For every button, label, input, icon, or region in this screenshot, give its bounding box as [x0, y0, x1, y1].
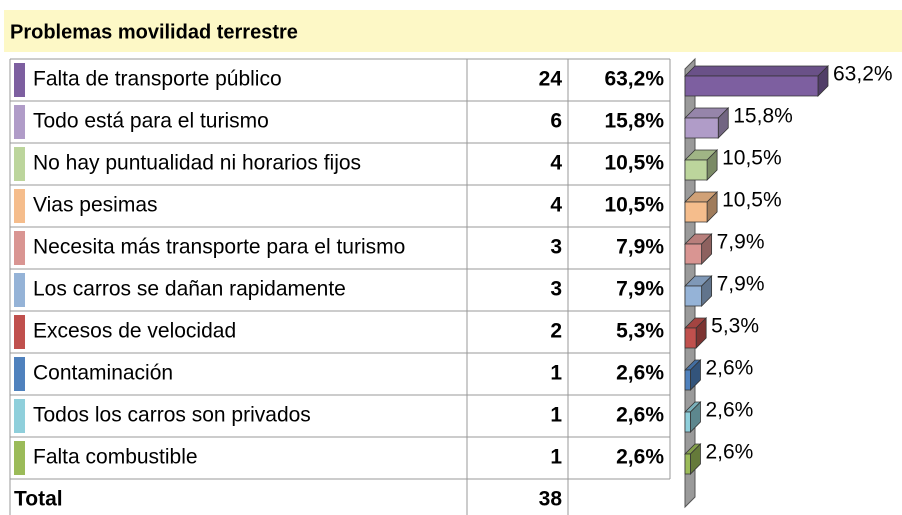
bar-face [684, 117, 719, 139]
count: 6 [550, 110, 562, 133]
percent: 10,5% [604, 152, 664, 175]
swatch [14, 105, 25, 139]
bar [684, 401, 702, 433]
bar-face [684, 327, 697, 349]
bar-face [684, 411, 691, 433]
bar-value-label: 2,6% [705, 399, 753, 422]
category-label: Excesos de velocidad [33, 320, 236, 343]
chart-title: Problemas movilidad terrestre [10, 21, 298, 43]
category-label: Los carros se dañan rapidamente [33, 278, 346, 301]
swatch [14, 63, 25, 97]
bar [684, 359, 702, 391]
bar-value-label: 10,5% [722, 147, 782, 170]
bar-face [684, 75, 819, 97]
swatch [14, 189, 25, 223]
bar-value-label: 15,8% [733, 105, 793, 128]
count: 24 [539, 68, 563, 91]
percent: 15,8% [604, 110, 664, 133]
category-label: Falta de transporte público [33, 68, 282, 91]
bar-face [684, 243, 703, 265]
swatch [14, 147, 25, 181]
swatch [14, 357, 25, 391]
percent: 2,6% [616, 404, 664, 427]
bar-value-label: 5,3% [711, 315, 759, 338]
percent: 2,6% [616, 446, 664, 469]
count: 3 [550, 236, 562, 259]
bar [684, 149, 719, 181]
count: 1 [550, 446, 562, 469]
total: 38 [539, 488, 563, 511]
swatch [14, 273, 25, 307]
category-label: No hay puntualidad ni horarios fijos [33, 152, 361, 175]
category-label: Falta combustible [33, 446, 198, 469]
percent: 5,3% [616, 320, 664, 343]
category-label: Contaminación [33, 362, 173, 385]
bar-value-label: 2,6% [705, 357, 753, 380]
bar [684, 191, 719, 223]
swatch [14, 231, 25, 265]
bar-value-label: 63,2% [833, 63, 893, 86]
bar-face [684, 285, 703, 307]
percent: 63,2% [604, 68, 664, 91]
bar-face [684, 453, 691, 475]
bar [684, 107, 730, 139]
bar [684, 317, 708, 349]
count: 1 [550, 362, 562, 385]
bar-face [684, 201, 708, 223]
title-band [4, 10, 902, 52]
bar [684, 443, 702, 475]
bar-value-label: 7,9% [717, 231, 765, 254]
total-label: Total [14, 488, 63, 511]
category-label: Todos los carros son privados [33, 404, 311, 427]
swatch [14, 315, 25, 349]
bar-face [684, 159, 708, 181]
percent: 2,6% [616, 362, 664, 385]
bar-face [684, 65, 829, 77]
bar [684, 275, 713, 307]
percent: 10,5% [604, 194, 664, 217]
count: 2 [550, 320, 562, 343]
category-label: Necesita más transporte para el turismo [33, 236, 405, 259]
category-label: Todo está para el turismo [33, 110, 269, 133]
percent: 7,9% [616, 278, 664, 301]
count: 4 [550, 152, 562, 175]
count: 1 [550, 404, 562, 427]
count: 3 [550, 278, 562, 301]
bar-face [684, 369, 691, 391]
swatch [14, 441, 25, 475]
swatch [14, 399, 25, 433]
bar-value-label: 2,6% [705, 441, 753, 464]
bar-value-label: 7,9% [717, 273, 765, 296]
bar [684, 233, 713, 265]
count: 4 [550, 194, 562, 217]
category-label: Vias pesimas [33, 194, 158, 217]
bar-value-label: 10,5% [722, 189, 782, 212]
percent: 7,9% [616, 236, 664, 259]
bar [684, 65, 829, 97]
